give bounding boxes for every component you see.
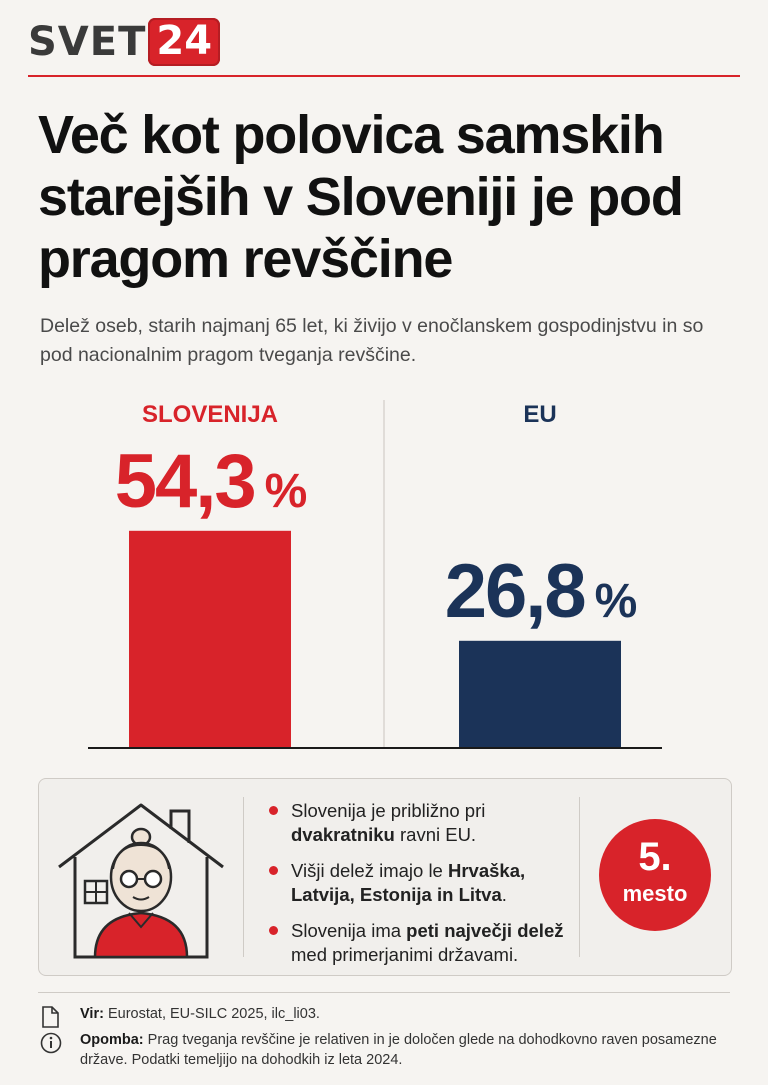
key-findings-list: Slovenija je približno pri dvakratniku r…: [267, 799, 567, 979]
rank-label: mesto: [622, 881, 688, 906]
header-rule: [28, 75, 740, 77]
document-icon: [42, 1006, 59, 1028]
bullet-dot-icon: [269, 866, 278, 875]
info-divider-right: [579, 797, 580, 957]
brand-number-badge: 24: [148, 18, 221, 66]
source-label: Vir:: [80, 1006, 104, 1022]
key-finding-2: Višji delež imajo le Hrvaška, Latvija, E…: [267, 859, 567, 907]
brand-name: SVET: [28, 19, 147, 65]
bullet-dot-icon: [269, 926, 278, 935]
house-elderly-woman-icon: [58, 803, 224, 959]
note-text: Prag tveganja revščine je relativen in j…: [80, 1032, 717, 1068]
rank-number: 5.: [638, 835, 672, 879]
comparison-bar-chart: SLOVENIJA 54,3 % EU 26,8%: [88, 400, 662, 749]
category-label-eu: EU: [523, 401, 556, 428]
headline: Več kot polovica samskih starejših v Slo…: [38, 105, 684, 289]
info-box: Slovenija je približno pri dvakratniku r…: [38, 778, 732, 976]
footer-rule: [38, 992, 730, 993]
rank-badge: 5. mesto: [599, 819, 711, 931]
key-finding-3: Slovenija ima peti največji delež med pr…: [267, 919, 567, 967]
source-text: Eurostat, EU-SILC 2025, ilc_li03.: [107, 1006, 320, 1022]
brand-logo: SVET 24: [28, 16, 221, 68]
subtitle: Delež oseb, starih najmanj 65 let, ki ži…: [40, 315, 704, 366]
data-label-eu: 26,8%: [445, 549, 637, 634]
info-icon: [40, 1032, 62, 1054]
bullet-dot-icon: [269, 806, 278, 815]
bar-eu: [459, 640, 621, 748]
info-divider-left: [243, 797, 244, 957]
data-label-slovenija: 54,3%: [115, 439, 307, 524]
bar-slovenija: [129, 530, 291, 748]
category-label-slovenija: SLOVENIJA: [142, 401, 278, 428]
note-label: Opomba:: [80, 1032, 144, 1048]
key-finding-1: Slovenija je približno pri dvakratniku r…: [267, 799, 567, 847]
